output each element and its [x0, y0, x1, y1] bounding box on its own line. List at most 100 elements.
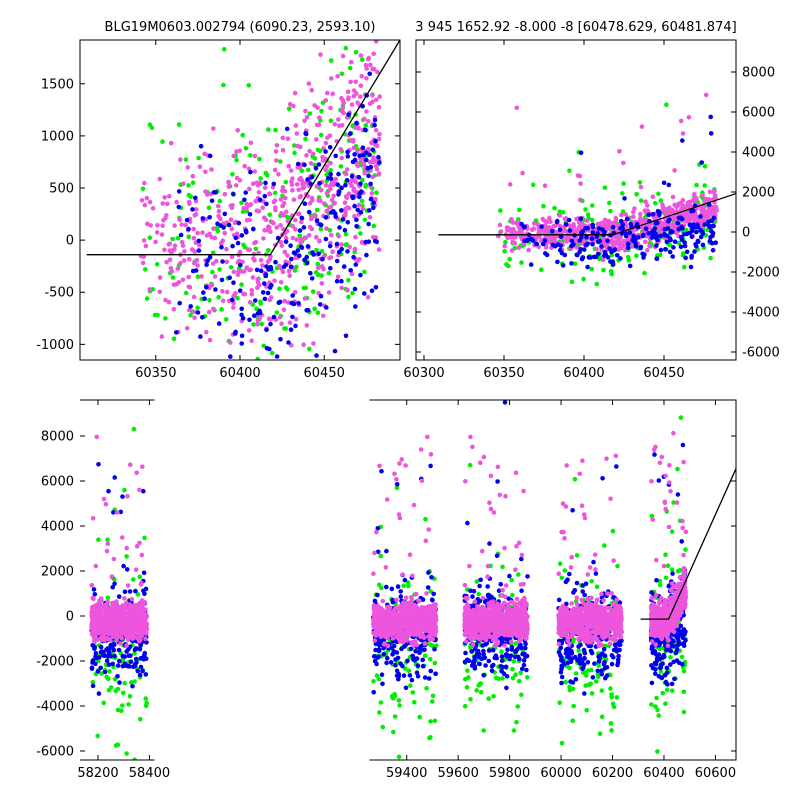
green-data-point — [681, 251, 686, 256]
green-data-point — [128, 680, 134, 685]
blue-data-point — [176, 189, 182, 194]
magenta-data-point — [398, 603, 403, 609]
magenta-data-point — [118, 641, 123, 646]
magenta-data-point — [298, 240, 303, 245]
magenta-data-point — [647, 243, 652, 249]
magenta-data-point — [339, 155, 345, 161]
magenta-data-point — [220, 238, 226, 243]
blue-data-point — [625, 241, 631, 246]
blue-data-point — [299, 215, 305, 221]
magenta-data-point — [330, 249, 335, 254]
magenta-data-point — [137, 540, 142, 546]
magenta-data-point — [431, 626, 437, 632]
magenta-data-point — [187, 307, 192, 313]
magenta-data-point — [354, 6, 359, 11]
blue-data-point — [176, 204, 182, 210]
blue-data-point — [678, 234, 684, 240]
blue-data-point — [227, 275, 232, 281]
blue-data-point — [414, 656, 420, 661]
magenta-data-point — [357, 257, 362, 262]
magenta-data-point — [211, 226, 216, 231]
x-tick-label: 60450 — [643, 366, 684, 381]
green-data-point — [239, 282, 244, 287]
blue-data-point — [499, 658, 505, 664]
green-data-point — [283, 360, 288, 365]
magenta-data-point — [640, 219, 646, 225]
green-data-point — [518, 670, 523, 676]
magenta-data-point — [209, 282, 215, 288]
magenta-data-point — [371, 618, 376, 623]
green-data-point — [144, 296, 150, 301]
magenta-data-point — [96, 607, 101, 613]
magenta-data-point — [171, 306, 177, 312]
magenta-data-point — [310, 151, 316, 157]
magenta-data-point — [321, 266, 326, 272]
green-data-point — [625, 254, 631, 260]
blue-data-point — [428, 668, 434, 674]
magenta-data-point — [248, 202, 254, 207]
blue-data-point — [519, 556, 524, 562]
blue-data-point — [631, 233, 636, 239]
blue-data-point — [293, 323, 298, 329]
blue-data-point — [219, 277, 225, 283]
green-data-point — [235, 295, 240, 301]
blue-data-point — [655, 220, 660, 226]
magenta-data-point — [169, 269, 175, 274]
magenta-data-point — [340, 109, 345, 114]
green-data-point — [642, 270, 647, 276]
blue-data-point — [713, 240, 718, 245]
magenta-data-point — [247, 217, 252, 223]
blue-data-point — [191, 363, 196, 368]
blue-data-point — [607, 246, 612, 251]
blue-data-point — [505, 647, 510, 652]
green-data-point — [101, 700, 106, 706]
magenta-data-point — [294, 376, 299, 381]
magenta-data-point — [307, 148, 312, 154]
green-data-point — [314, 247, 319, 253]
green-data-point — [609, 271, 614, 277]
blue-data-point — [184, 217, 190, 223]
blue-data-point — [381, 645, 386, 651]
magenta-data-point — [244, 206, 249, 211]
magenta-data-point — [143, 607, 148, 612]
magenta-data-point — [140, 260, 146, 266]
magenta-data-point — [218, 216, 223, 222]
y-tick-label: 0 — [66, 234, 74, 249]
blue-data-point — [651, 229, 656, 234]
blue-data-point — [377, 642, 382, 648]
blue-data-point — [486, 648, 492, 653]
blue-data-point — [640, 233, 646, 239]
magenta-data-point — [286, 163, 292, 169]
blue-data-point — [627, 263, 633, 269]
magenta-data-point — [574, 229, 580, 234]
blue-data-point — [682, 240, 687, 245]
blue-data-point — [689, 234, 695, 240]
green-data-point — [230, 172, 235, 177]
blue-data-point — [522, 224, 527, 229]
green-data-point — [652, 200, 658, 206]
blue-data-point — [605, 238, 610, 243]
green-data-point — [286, 106, 292, 112]
blue-data-point — [375, 526, 381, 531]
magenta-data-point — [209, 167, 214, 172]
blue-data-point — [314, 353, 319, 358]
magenta-data-point — [278, 280, 284, 285]
blue-data-point — [339, 278, 344, 284]
green-data-point — [637, 180, 643, 185]
magenta-data-point — [409, 640, 414, 645]
magenta-data-point — [224, 246, 229, 252]
green-data-point — [221, 82, 226, 88]
magenta-data-point — [342, 200, 348, 205]
magenta-data-point — [411, 502, 417, 508]
magenta-data-point — [150, 206, 156, 211]
blue-data-point — [135, 668, 141, 674]
magenta-data-point — [187, 257, 192, 262]
magenta-data-point — [339, 242, 344, 247]
blue-data-point — [689, 255, 694, 260]
magenta-data-point — [419, 622, 425, 627]
blue-data-point — [414, 670, 420, 675]
magenta-data-point — [543, 229, 549, 234]
blue-data-point — [502, 400, 508, 405]
magenta-data-point — [712, 193, 718, 199]
magenta-data-point — [680, 131, 686, 136]
